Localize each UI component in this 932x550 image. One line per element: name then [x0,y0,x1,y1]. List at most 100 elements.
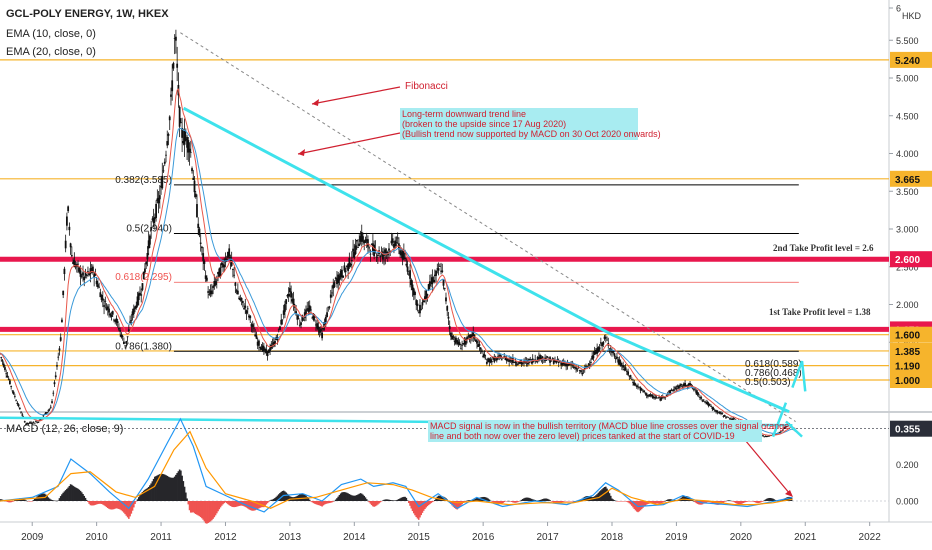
macd-hist-bar [235,501,238,507]
macd-hist-bar [115,501,118,509]
candle-body [137,293,140,300]
macd-hist-bar [322,501,325,506]
candle-body [5,373,8,375]
macd-hist-bar [754,501,757,503]
macd-hist-bar [409,501,411,506]
candle-body [407,273,410,275]
macd-hist-bar [704,501,706,504]
macd-hist-bar [207,501,209,523]
macd-hist-bar [15,499,17,501]
candle-body [300,322,302,325]
macd-hist-bar [670,499,673,501]
macd-hist-bar [756,501,758,503]
macd-hist-bar [347,493,349,501]
candle-body [126,336,129,338]
candle-body [768,435,771,437]
macd-hist-bar [661,501,664,503]
macd-hist-bar [156,475,159,501]
macd-hist-bar [772,498,774,501]
macd-hist-bar [106,501,109,509]
macd-hist-bar [279,493,281,501]
candle-body [302,319,305,321]
macd-hist-bar [144,489,146,501]
macd-hist-bar [62,492,64,501]
macd-hist-bar [382,500,384,501]
macd-hist-bar [129,501,131,517]
candle-body [80,276,83,278]
macd-hist-bar [497,501,499,505]
macd-hist-bar [767,498,769,501]
level-tag-label: 1.600 [895,331,920,342]
macd-hist-bar [71,484,73,501]
candle-body [554,360,556,363]
fib-label: 0.786(1.380) [115,341,172,352]
candle-body [337,274,340,284]
macd-hist-bar [362,494,364,501]
macd-hist-bar [788,496,790,501]
macd-hist-bar [49,499,52,501]
price-tick-label: 3.500 [896,187,919,197]
level-tag-label: 2.600 [895,255,920,266]
macd-hist-bar [764,499,767,501]
candle-body [261,345,264,351]
candle-body [37,421,40,423]
candle-body [467,336,470,338]
macd-hist-bar [543,498,545,501]
macd-hist-bar [741,501,743,504]
price-tick-label: 4.000 [896,149,919,159]
level-tag-label: 0.355 [895,425,920,436]
macd-hist-bar [398,499,400,501]
candle-body [334,277,337,279]
candle-body [630,379,633,381]
level-tag-label: 1.190 [895,362,920,373]
candle-body [243,308,245,310]
macd-hist-bar [176,473,178,501]
candle-body [650,394,653,397]
macd-hist-bar [766,498,768,501]
candle-body [296,315,299,320]
macd-hist-bar [334,499,337,501]
macd-arrow-head [785,490,793,497]
candle-body [452,336,455,338]
macd-hist-bar [489,500,492,502]
candle-body [336,278,338,285]
macd-hist-bar [339,493,342,501]
candle-body [616,356,618,359]
candle-body [342,275,345,278]
candle-body [205,277,208,281]
candle-body [136,296,139,306]
candle-body [23,421,26,423]
time-tick-label: 2015 [408,532,431,543]
candle-body [352,248,354,252]
ema20-line [0,127,796,435]
candle-body [202,253,205,261]
macd-hist-bar [566,501,569,502]
candle-body [354,245,357,255]
candle-body [785,426,788,428]
macd-hist-bar [102,501,104,505]
candle-body [581,372,584,375]
candle-body [355,239,358,242]
macd-hist-bar [258,501,260,509]
macd-hist-bar [569,501,571,502]
macd-hist-bar [430,501,432,504]
candle-body [632,382,634,383]
macd-hist-bar [202,501,204,520]
candle-body [659,398,662,401]
macd-hist-bar [608,493,611,501]
candle-body [677,385,680,389]
macd-hist-bar [450,501,452,504]
candle-body [668,391,670,393]
candle-body [653,396,656,398]
macd-hist-bar [256,501,259,510]
candle-body [324,316,327,323]
macd-hist-bar [180,470,182,501]
macd-hist-bar [341,492,343,501]
candle-body [87,271,89,273]
candle-body [343,265,346,271]
candle-body [258,340,260,346]
candle-body [504,357,507,360]
candle-body [622,365,625,368]
candle-body [192,177,195,180]
